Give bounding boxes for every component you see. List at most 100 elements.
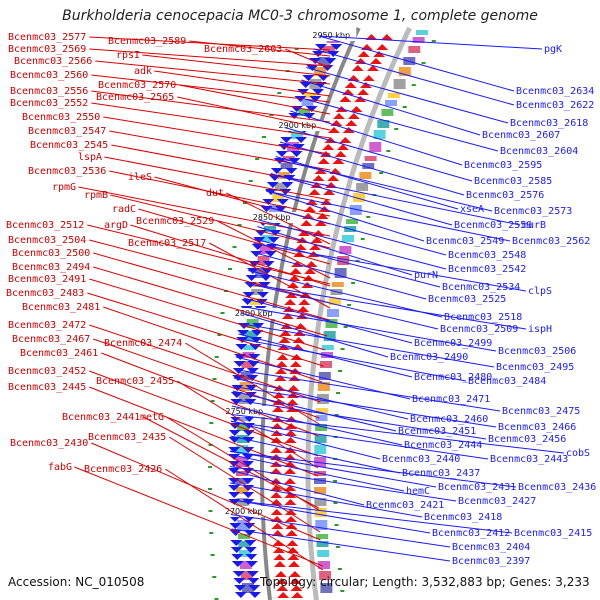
right-leader-line [230,420,381,460]
cog-track-inner-feature [236,487,249,494]
left-leader-line [142,54,331,77]
left-leader-line [143,416,319,509]
kbp-label: 2900 kbp [279,121,317,130]
reverse-gene-arrow [275,206,288,212]
cog-track-inner-feature [272,193,285,202]
left-leader-line [74,466,323,567]
right-gene-label: Bcenmc03_2444 [404,440,482,451]
forward-gene-arrow [344,82,357,88]
kbp-label: 2950 kbp [312,31,350,40]
cog-track-inner-feature [240,372,253,380]
cog-track-inner-feature [274,183,287,191]
cog-track-outer-feature [321,345,334,350]
tick-mark [294,48,299,50]
forward-gene-arrow [380,34,393,40]
right-leader-line [229,482,423,518]
right-gene-label: Bcenmc03_2404 [452,542,530,553]
tick-mark [277,92,282,94]
cog-track-outer-feature [339,246,352,254]
left-gene-label: radC [112,204,136,215]
reverse-gene-arrow [245,385,258,391]
left-leader-line [101,352,319,437]
reverse-gene-arrow [229,530,242,536]
reverse-gene-arrow [312,51,325,57]
right-leader-line [270,173,521,226]
cog-track-outer-feature [346,219,358,224]
cog-track-outer-feature [315,424,328,431]
left-gene-label: Bcenmc03_2491 [8,274,86,285]
cog-track-inner-feature [237,520,250,530]
reverse-gene-arrow [248,261,261,267]
tick-mark [208,488,212,490]
left-gene-label: lspA [78,152,102,163]
reverse-gene-arrow [245,561,258,567]
right-leader-line [230,499,431,534]
forward-gene-arrow [294,244,307,250]
left-leader-line [104,156,331,201]
right-leader-line [229,469,365,506]
tick-mark [334,414,339,416]
cog-track-outer-feature [314,457,327,467]
tick-mark [355,260,360,262]
left-gene-label: Bcenmc03_2455 [96,376,174,387]
right-gene-label: Bcenmc03_2415 [514,528,592,539]
left-leader-line [138,208,331,265]
tick-mark [335,546,340,548]
reverse-gene-arrow [288,113,301,119]
cog-track-outer-feature [398,67,411,76]
forward-gene-arrow [288,561,301,567]
right-leader-line [319,35,543,50]
right-gene-label: Bcenmc03_2436 [518,482,596,493]
left-leader-line [87,292,324,367]
reverse-gene-arrow [244,547,257,553]
forward-gene-arrow [285,516,298,522]
cog-track-outer-feature [364,156,377,161]
forward-gene-arrow [350,106,363,112]
reverse-gene-arrow [244,540,257,546]
right-gene-label: Bcenmc03_2559 [454,220,532,231]
forward-gene-arrow [270,468,283,474]
right-leader-line [241,312,389,358]
right-gene-label: Bcenmc03_2585 [474,176,552,187]
cog-track-inner-feature [298,109,311,116]
tick-mark [214,356,219,358]
forward-gene-arrow [270,492,283,498]
cog-track-inner-feature [287,142,300,152]
cog-track-outer-feature [356,183,369,191]
left-gene-label: Bcenmc03_2556 [10,86,88,97]
cog-track-outer-feature [323,331,336,341]
reverse-gene-arrow [248,585,261,591]
right-leader-line [243,297,413,344]
cog-track-outer-feature [315,408,328,413]
left-gene-label: Bcenmc03_2589 [108,36,186,47]
right-leader-line [232,390,397,432]
kbp-label-bg [310,30,357,41]
reverse-gene-arrow [303,113,316,119]
forward-gene-arrow [272,547,285,553]
reverse-gene-arrow [234,592,247,598]
cog-track-outer-feature [314,487,327,494]
right-gene-label: Bcenmc03_2622 [516,100,594,111]
reverse-gene-arrow [270,168,283,174]
reverse-gene-arrow [262,199,275,205]
right-leader-line [248,270,443,318]
right-gene-label: Bcenmc03_2509 [440,324,518,335]
cog-track-outer-feature [319,571,332,580]
cog-track-outer-feature [408,46,421,53]
left-gene-label: Bcenmc03_2566 [14,56,92,67]
cog-track-outer-feature [318,561,331,569]
cog-track-outer-feature [373,130,386,139]
right-gene-label: Bcenmc03_2618 [510,118,588,129]
tick-mark [269,114,274,116]
forward-gene-arrow [284,430,297,436]
forward-gene-arrow [351,65,364,71]
cog-track-outer-feature [314,508,327,517]
left-leader-line [89,239,331,304]
left-leader-line [177,380,319,469]
right-leader-line [231,405,403,446]
left-leader-line [93,252,330,321]
reverse-gene-arrow [232,571,245,577]
cog-track-inner-feature [255,268,268,278]
reverse-gene-arrow [251,330,264,336]
forward-gene-arrow [305,261,318,267]
